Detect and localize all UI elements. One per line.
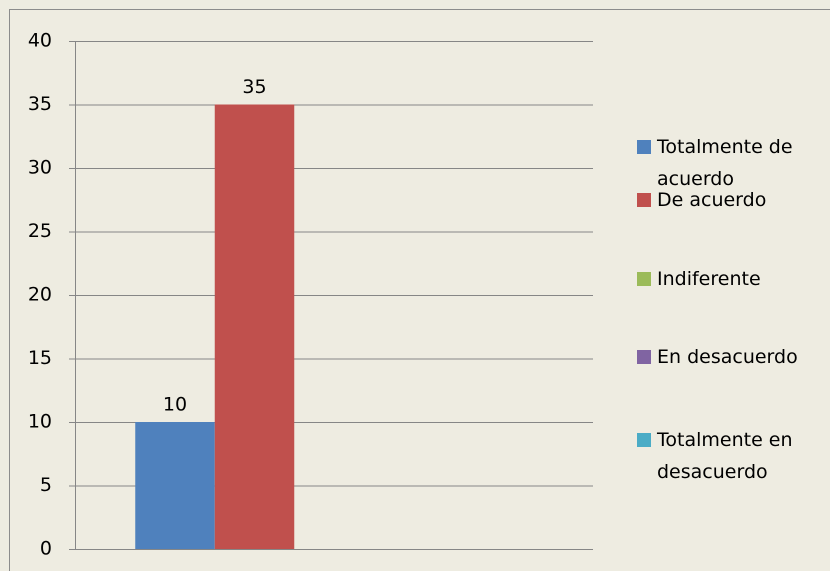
y-tick-label: 0	[40, 538, 52, 560]
y-tick-label: 10	[28, 411, 52, 433]
y-tick-label: 25	[28, 220, 52, 242]
y-tick-label: 40	[28, 30, 52, 52]
legend-swatch	[637, 433, 651, 447]
legend-label: De acuerdo	[657, 189, 767, 211]
data-label: 35	[242, 76, 266, 98]
y-tick-label: 30	[28, 157, 52, 179]
y-tick-label: 15	[28, 347, 52, 369]
legend-item: Totalmente de acuerdo	[637, 131, 817, 195]
legend-swatch	[637, 140, 651, 154]
legend-label: Totalmente en desacuerdo	[657, 429, 793, 483]
bar	[135, 422, 215, 549]
bar	[214, 104, 295, 549]
legend-label: Indiferente	[657, 268, 761, 290]
legend-label: Totalmente de acuerdo	[657, 136, 793, 190]
y-tick-label: 35	[28, 93, 52, 115]
y-tick-label: 5	[40, 474, 52, 496]
legend-swatch	[637, 193, 651, 207]
legend-label: En desacuerdo	[657, 346, 798, 368]
legend-item: Totalmente en desacuerdo	[637, 424, 817, 488]
data-label: 10	[163, 394, 187, 416]
legend-item: Indiferente	[637, 263, 817, 295]
legend-swatch	[637, 272, 651, 286]
legend-swatch	[637, 350, 651, 364]
legend-item: En desacuerdo	[637, 341, 817, 373]
legend-item: De acuerdo	[637, 184, 817, 216]
y-tick-label: 20	[28, 284, 52, 306]
